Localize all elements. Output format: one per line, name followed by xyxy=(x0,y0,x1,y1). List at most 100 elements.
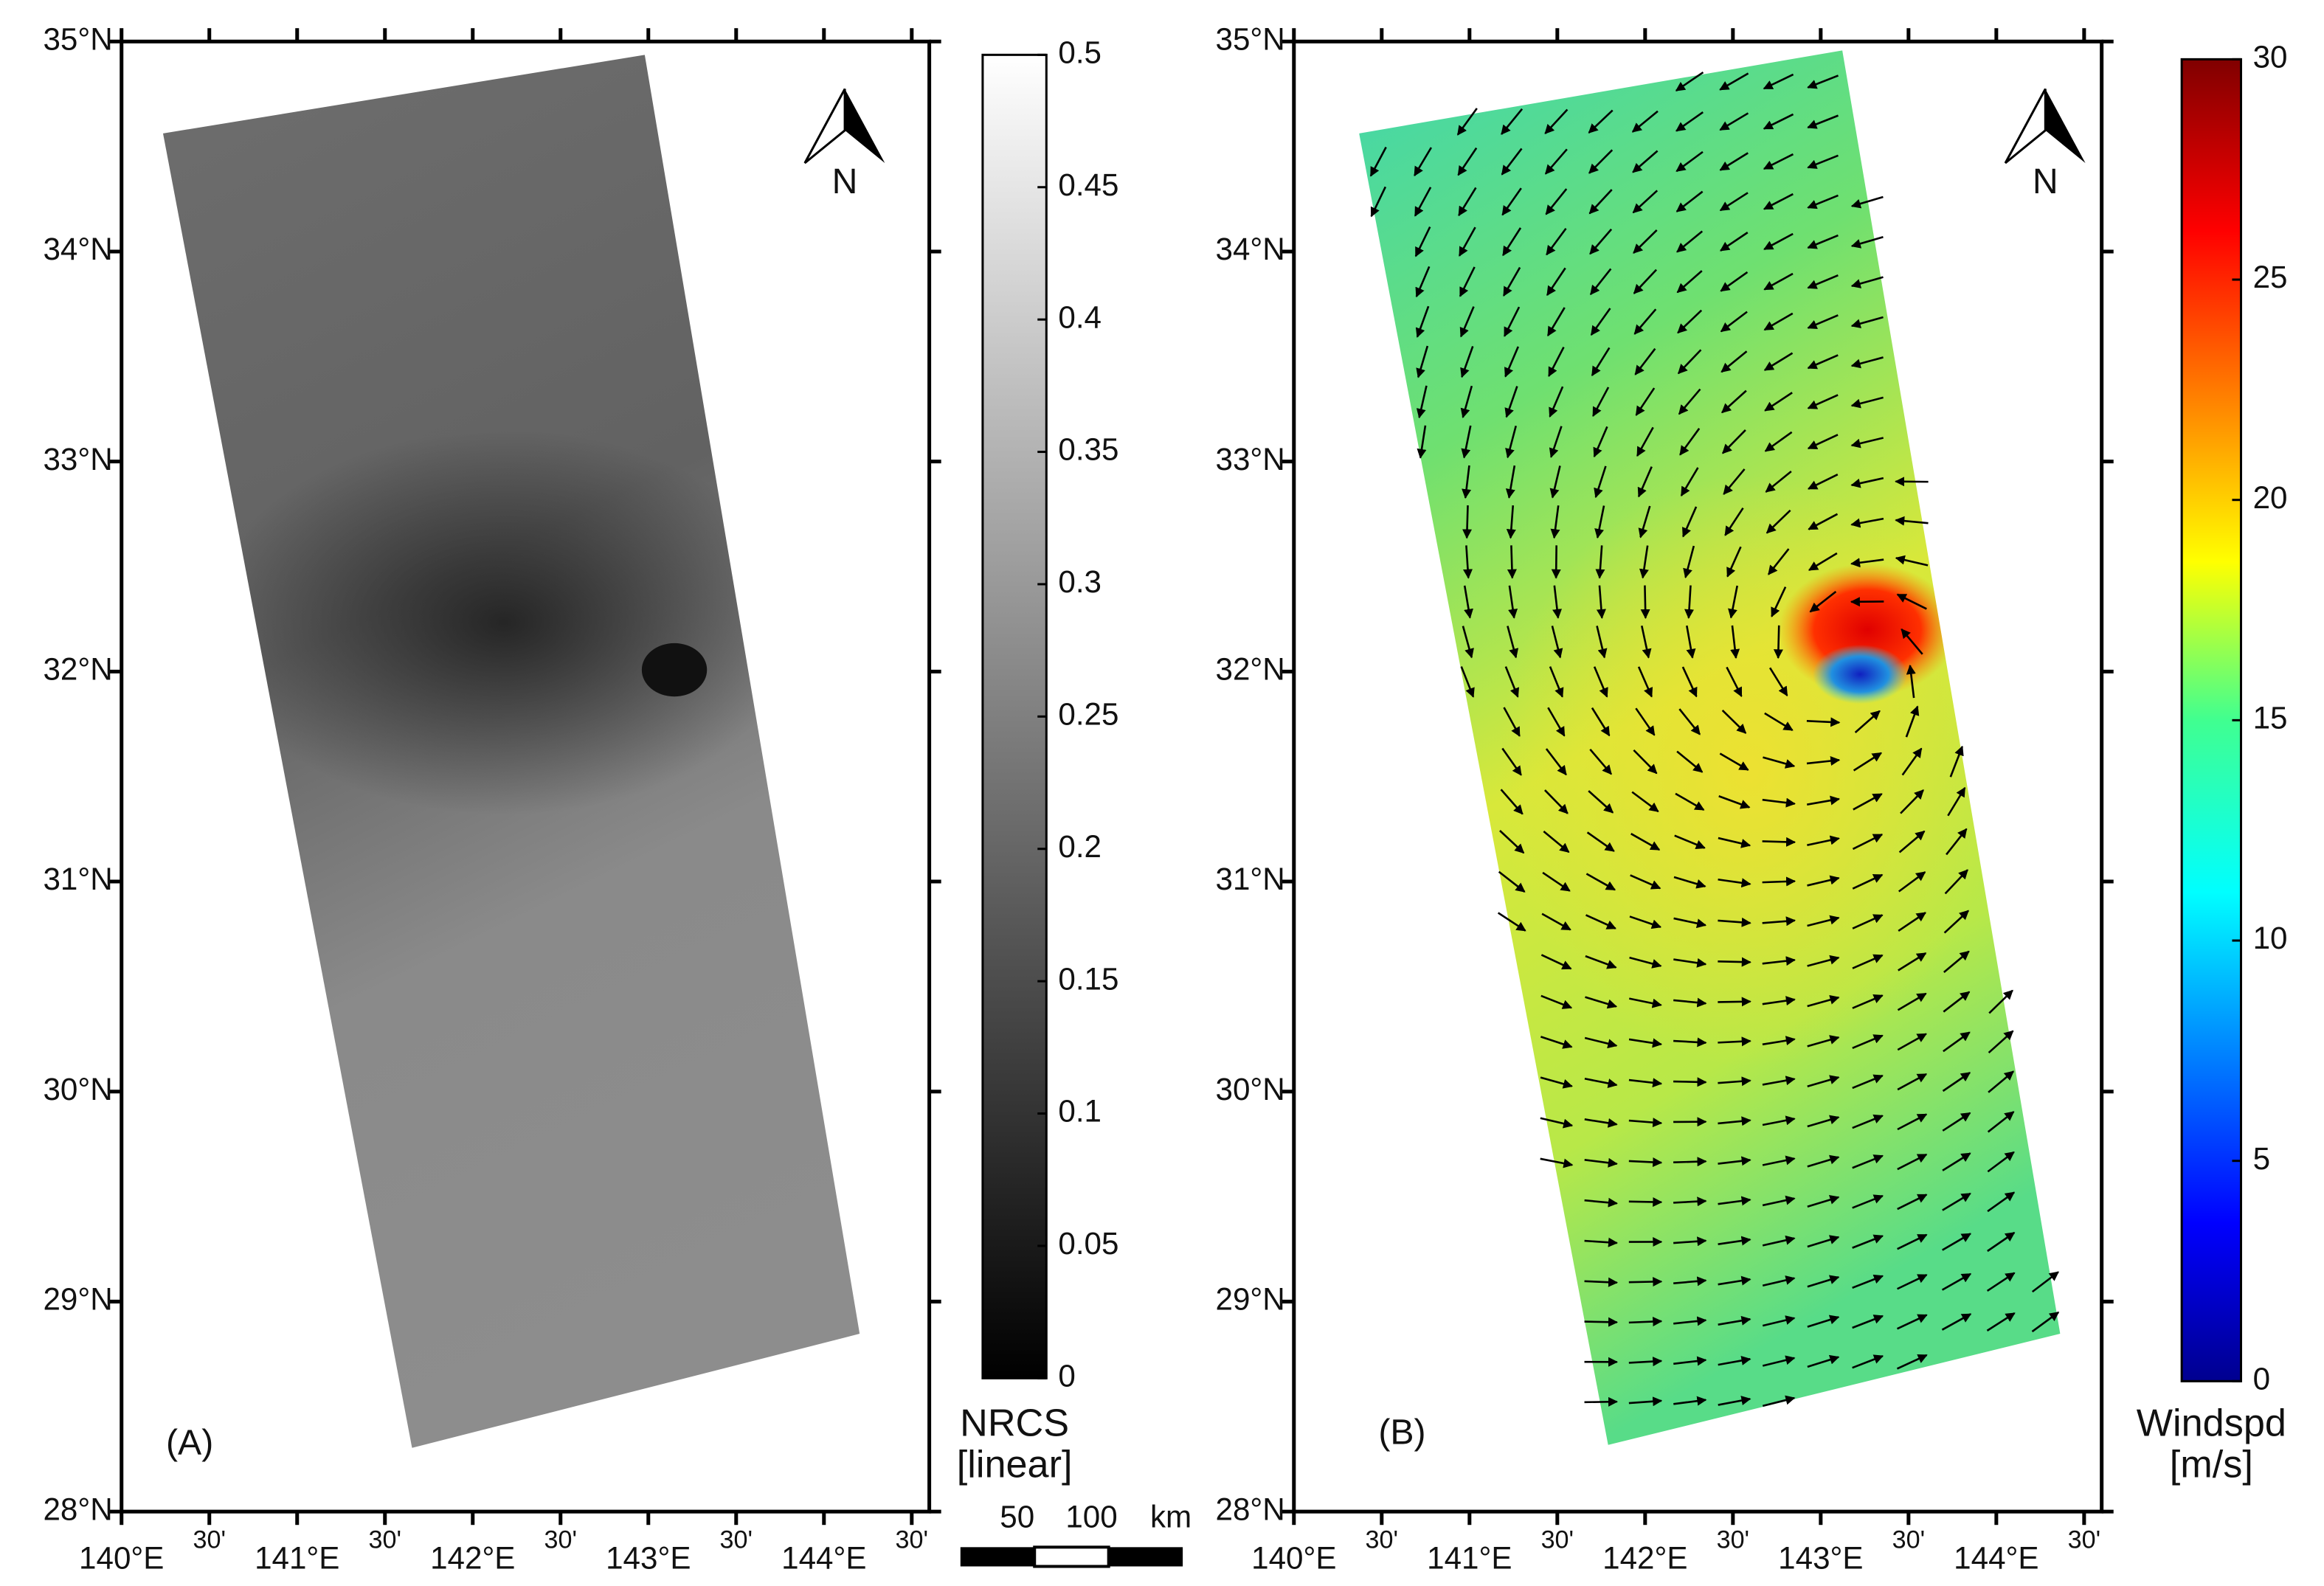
wind-arrow xyxy=(1896,1314,1928,1330)
wind-arrow xyxy=(1504,386,1518,418)
wind-arrow xyxy=(1549,666,1564,698)
wind-arrow xyxy=(1850,517,1884,528)
wind-arrow xyxy=(1720,271,1749,292)
wind-arrow xyxy=(1850,477,1884,488)
wind-arrow xyxy=(1718,957,1751,967)
wind-arrow xyxy=(1762,1315,1796,1327)
wind-arrow xyxy=(1853,793,1883,811)
lon-label: 142°E xyxy=(430,1541,515,1576)
wind-arrow xyxy=(1718,1275,1751,1286)
wind-arrow xyxy=(1673,1077,1707,1087)
wind-arrow xyxy=(1762,1155,1796,1166)
wind-arrow xyxy=(1763,73,1794,90)
wind-arrow xyxy=(1673,1236,1707,1247)
wind-arrow xyxy=(1679,428,1701,456)
lon-label: 141°E xyxy=(255,1541,339,1576)
wind-arrow xyxy=(1504,346,1520,378)
wind-arrow xyxy=(1549,465,1561,499)
wind-arrow xyxy=(1807,1275,1840,1288)
colorbar-title: NRCS xyxy=(960,1402,1069,1444)
wind-arrow xyxy=(1584,1237,1618,1247)
wind-arrow xyxy=(1807,1035,1840,1047)
lon-label: 30' xyxy=(2068,1526,2101,1554)
wind-arrow xyxy=(1762,1235,1796,1247)
wind-arrow xyxy=(1850,356,1884,369)
wind-arrow xyxy=(1764,712,1794,731)
wind-arrow xyxy=(1852,994,1884,1009)
wind-arrow xyxy=(1546,307,1566,337)
wind-arrow xyxy=(1463,585,1473,619)
wind-arrow xyxy=(1807,915,1840,927)
wind-arrow xyxy=(1459,266,1476,297)
wind-arrow xyxy=(1628,1317,1663,1327)
wind-arrow xyxy=(1896,593,1927,610)
wind-arrow xyxy=(1943,950,1970,974)
lat-label: 34°N xyxy=(43,232,112,266)
wind-arrow xyxy=(1807,394,1839,409)
wind-arrow xyxy=(1673,1276,1707,1287)
wind-arrow xyxy=(1807,75,1839,89)
wind-arrow xyxy=(1906,664,1916,699)
wind-arrow xyxy=(1676,230,1704,253)
wind-arrow xyxy=(1726,546,1742,578)
wind-arrow xyxy=(1595,545,1605,579)
wind-arrow xyxy=(1852,1034,1884,1050)
wind-arrow xyxy=(1718,1196,1751,1206)
wind-arrow xyxy=(1852,1315,1884,1329)
wind-arrow xyxy=(1942,1233,1972,1251)
colorbar-title: [m/s] xyxy=(2170,1444,2253,1486)
lon-label: 30' xyxy=(193,1526,226,1554)
wind-arrow xyxy=(1763,312,1794,331)
wind-arrow xyxy=(1549,426,1563,458)
wind-arrow xyxy=(1370,186,1387,218)
wind-arrow xyxy=(1721,709,1747,734)
wind-arrow xyxy=(1763,113,1794,130)
wind-arrow xyxy=(1807,1235,1840,1248)
wind-arrow xyxy=(1809,590,1837,613)
wind-arrow xyxy=(1498,870,1526,893)
wind-arrow xyxy=(1628,1038,1663,1048)
wind-arrow xyxy=(1673,1197,1707,1207)
wind-arrow xyxy=(1762,837,1796,847)
colorbar-label: 0 xyxy=(1058,1358,1075,1393)
wind-arrow xyxy=(1632,190,1659,214)
lon-label: 30' xyxy=(1892,1526,1926,1554)
map-frame xyxy=(1292,39,2104,1514)
wind-arrow xyxy=(1629,915,1662,929)
wind-arrow xyxy=(1673,958,1707,968)
wind-arrow xyxy=(1762,1115,1796,1126)
lat-label: 29°N xyxy=(43,1282,112,1317)
lat-label: 30°N xyxy=(43,1072,112,1107)
colorbar-label: 0.15 xyxy=(1058,961,1118,996)
lon-label: 30' xyxy=(1541,1526,1574,1554)
lon-label: 140°E xyxy=(1251,1541,1336,1576)
lon-label: 144°E xyxy=(1954,1541,2038,1576)
panel-label: (A) xyxy=(166,1422,213,1462)
colorbar-label: 0.05 xyxy=(1058,1226,1118,1261)
wind-arrow xyxy=(1852,954,1884,969)
wind-arrow xyxy=(1675,190,1704,212)
wind-arrow xyxy=(1850,396,1884,409)
wind-arrow xyxy=(1762,1036,1796,1046)
wind-arrow xyxy=(1675,72,1704,92)
lat-label: 32°N xyxy=(1216,651,1285,686)
colorbar-label: 0.3 xyxy=(1058,564,1102,599)
scale-label: 50 xyxy=(1000,1499,1034,1534)
wind-arrow xyxy=(1673,1396,1707,1406)
wind-arrow xyxy=(1457,147,1478,176)
wind-arrow xyxy=(1628,1157,1663,1168)
wind-arrow xyxy=(1765,470,1792,493)
wind-arrow xyxy=(1628,1118,1663,1128)
wind-arrow xyxy=(1852,1074,1884,1090)
wind-arrow xyxy=(1673,1037,1707,1047)
wind-arrow xyxy=(1550,505,1560,539)
wind-arrow xyxy=(1762,956,1796,966)
wind-arrow xyxy=(1901,747,1923,776)
wind-arrow xyxy=(1503,707,1521,737)
wind-arrow xyxy=(1594,505,1605,539)
wind-arrow xyxy=(1637,466,1653,498)
wind-arrow xyxy=(1504,666,1520,698)
wind-arrow xyxy=(1589,268,1612,296)
colorbar-label: 0.4 xyxy=(1058,299,1102,334)
wind-arrow xyxy=(1461,425,1472,459)
